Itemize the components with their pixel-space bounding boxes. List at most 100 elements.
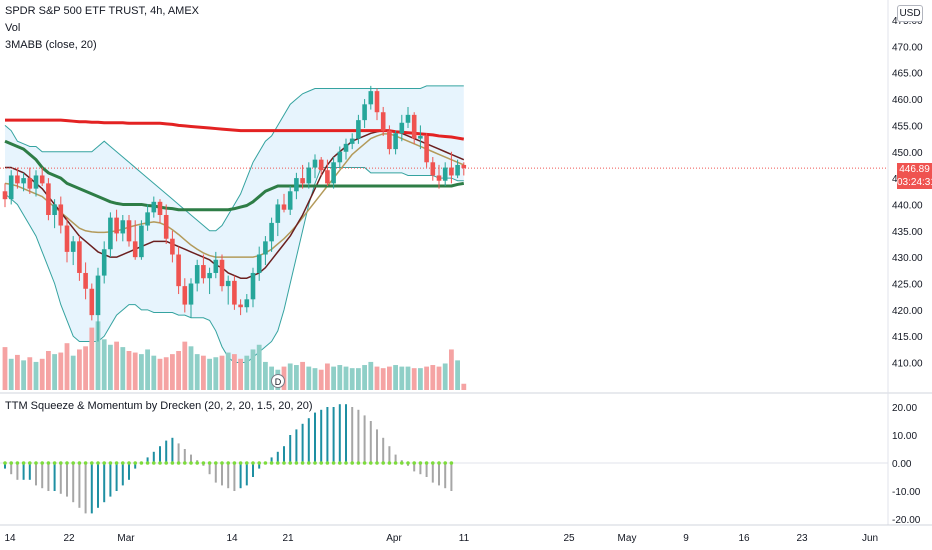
volume-bar: [27, 357, 33, 390]
squeeze-dot: [127, 461, 131, 465]
candle-body: [343, 143, 349, 152]
momentum-bar: [128, 463, 130, 480]
squeeze-dot: [164, 461, 168, 465]
time-axis-label: 14: [226, 533, 238, 544]
candle-body: [182, 286, 188, 305]
momentum-bar: [252, 463, 254, 477]
volume-bar: [77, 349, 82, 390]
candle-body: [393, 133, 398, 150]
squeeze-dot: [3, 461, 7, 465]
squeeze-dot: [90, 461, 94, 465]
squeeze-dot: [9, 461, 13, 465]
time-axis-label: Apr: [386, 533, 402, 544]
squeeze-dot: [176, 461, 181, 465]
time-axis-label: May: [618, 533, 637, 544]
squeeze-dot: [362, 461, 367, 465]
volume-bar: [362, 365, 367, 390]
currency-badge[interactable]: USD: [897, 5, 923, 22]
squeeze-dot: [96, 461, 100, 465]
squeeze-dot: [15, 461, 20, 465]
momentum-bar: [376, 429, 378, 463]
squeeze-dot: [375, 461, 379, 465]
time-axis-label: Mar: [117, 533, 135, 544]
momentum-bar: [233, 463, 236, 491]
dividend-marker: D: [271, 374, 285, 388]
momentum-bar: [369, 421, 372, 463]
candle-body: [77, 241, 82, 273]
volume-bar: [132, 352, 138, 390]
candle-body: [287, 191, 293, 210]
momentum-bar: [208, 463, 211, 475]
momentum-bar: [394, 454, 397, 463]
momentum-bar: [227, 463, 230, 489]
candle-body: [263, 241, 268, 255]
momentum-bar: [283, 446, 285, 463]
momentum-bar: [351, 407, 354, 463]
volume-bar: [374, 366, 380, 390]
squeeze-dot: [226, 461, 230, 465]
price-tick-label: 415.00: [892, 332, 923, 343]
squeeze-dot: [201, 461, 206, 465]
candle-body: [294, 178, 299, 192]
momentum-bar: [159, 446, 161, 463]
momentum-bar: [289, 435, 292, 463]
momentum-bar: [97, 463, 99, 508]
volume-bar: [89, 327, 95, 390]
volume-bar: [424, 366, 429, 390]
momentum-tick-label: 10.00: [892, 431, 917, 442]
volume-bar: [15, 354, 20, 390]
axes: 475.00470.00465.00460.00455.00450.00445.…: [4, 16, 923, 544]
price-tick-label: 425.00: [892, 280, 923, 291]
time-axis-label: 23: [796, 533, 808, 544]
volume-bar: [331, 366, 336, 390]
volume-bar: [213, 357, 219, 390]
volume-bar: [294, 365, 299, 390]
volume-bar: [436, 366, 442, 390]
candle-body: [250, 272, 256, 300]
squeeze-dot: [133, 461, 137, 465]
candle-body: [356, 120, 361, 139]
volume-bar: [33, 361, 39, 390]
volume-bar: [176, 351, 181, 390]
squeeze-dot: [59, 461, 63, 465]
volume-bar: [108, 344, 113, 390]
volume-bar: [8, 358, 14, 390]
volume-bar: [405, 366, 411, 390]
squeeze-dot: [195, 461, 199, 465]
volume-bar: [430, 365, 436, 390]
momentum-bar: [320, 409, 323, 463]
candle-body: [436, 175, 442, 181]
squeeze-dot: [307, 461, 311, 465]
momentum-bar: [357, 409, 360, 463]
squeeze-dot: [393, 461, 398, 465]
squeeze-dot: [313, 461, 317, 465]
candle-body: [374, 91, 380, 113]
squeeze-dot: [108, 461, 113, 465]
momentum-bar: [425, 463, 428, 477]
candle-body: [225, 280, 231, 287]
candle-body: [95, 275, 101, 316]
volume-bar: [380, 368, 386, 390]
volume-bar: [411, 368, 417, 390]
momentum-bar: [78, 463, 81, 508]
volume-bar: [306, 366, 312, 390]
volume-bar: [461, 383, 467, 390]
squeeze-dot: [238, 461, 243, 465]
momentum-bar: [221, 463, 223, 486]
momentum-bar: [165, 440, 168, 463]
candle-body: [46, 183, 51, 215]
volume-bar: [39, 358, 45, 390]
moving-average-green: [4, 139, 465, 212]
squeeze-dot: [139, 461, 144, 465]
volume-bar: [46, 351, 51, 390]
volume-bar: [120, 347, 126, 390]
candle-body: [194, 265, 200, 284]
volume-bar: [312, 368, 318, 390]
candle-body: [170, 238, 175, 255]
volume-bar: [145, 349, 150, 390]
squeeze-dot: [46, 461, 51, 465]
candle-body: [15, 175, 20, 184]
volume-bar: [21, 360, 26, 390]
price-tick-label: 470.00: [892, 42, 923, 53]
